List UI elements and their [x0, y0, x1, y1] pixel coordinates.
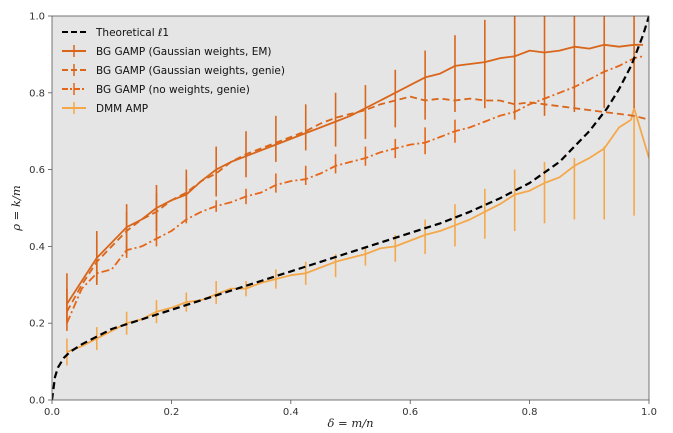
- x-tick-label: 0.2: [163, 407, 179, 418]
- y-tick-label: 0.6: [29, 165, 45, 176]
- x-tick-label: 0.6: [402, 407, 418, 418]
- legend-label: Theoretical ℓ1: [95, 27, 169, 39]
- x-tick-label: 0.4: [283, 407, 299, 418]
- y-axis-label: ρ = k/m: [9, 185, 23, 232]
- x-axis-label: δ = m/n: [327, 416, 373, 430]
- y-tick-label: 0.0: [29, 396, 45, 407]
- y-tick-label: 0.8: [29, 88, 45, 99]
- legend-label: BG GAMP (Gaussian weights, EM): [96, 46, 272, 58]
- x-tick-label: 0.8: [522, 407, 538, 418]
- x-tick-label: 0.0: [44, 407, 60, 418]
- y-tick-label: 0.4: [29, 242, 45, 253]
- x-tick-label: 1.0: [641, 407, 657, 418]
- legend-label: BG GAMP (Gaussian weights, genie): [96, 65, 285, 77]
- y-tick-label: 0.2: [29, 319, 45, 330]
- legend-label: DMM AMP: [96, 103, 148, 115]
- legend-label: BG GAMP (no weights, genie): [96, 84, 250, 96]
- y-tick-label: 1.0: [29, 12, 45, 23]
